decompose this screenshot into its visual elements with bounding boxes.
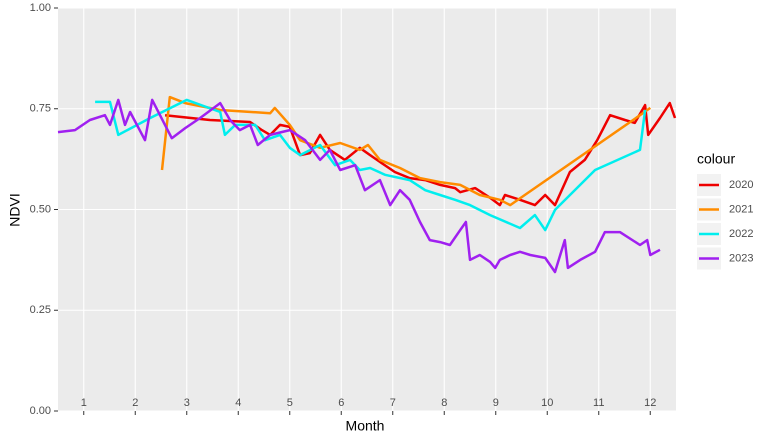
marks	[57, 95, 677, 274]
series-line	[164, 101, 677, 207]
x-tick-label: 9	[493, 397, 499, 409]
y-tick-label: 0.75	[30, 103, 51, 115]
legend-title: colour	[697, 151, 735, 167]
x-tick-label: 8	[441, 397, 447, 409]
x-tick-label: 12	[644, 397, 656, 409]
x-tick-label: 4	[235, 397, 241, 409]
y-tick-label: 0.25	[30, 304, 51, 316]
legend-label: 2023	[729, 252, 753, 264]
x-tick-label: 2	[132, 397, 138, 409]
x-tick-label: 3	[184, 397, 190, 409]
series-line	[160, 95, 652, 207]
legend: 2020 2021 2022 2023	[697, 174, 753, 270]
grid	[58, 7, 676, 412]
y-axis-title: NDVI	[7, 193, 23, 226]
y-tick-label: 0.50	[30, 203, 51, 215]
x-tick-label: 1	[81, 397, 87, 409]
x-tick-label: 7	[390, 397, 396, 409]
series-line	[57, 98, 661, 274]
legend-label: 2022	[729, 228, 753, 240]
y-tick-label: 0.00	[30, 405, 51, 417]
x-tick-label: 11	[593, 397, 604, 409]
legend-label: 2021	[729, 203, 753, 215]
x-tick-label: 6	[338, 397, 344, 409]
x-tick-label: 10	[541, 397, 553, 409]
y-tick-label: 1.00	[30, 2, 51, 14]
legend-label: 2020	[729, 179, 753, 191]
x-tick-label: 5	[287, 397, 293, 409]
x-axis-title: Month	[346, 418, 385, 434]
